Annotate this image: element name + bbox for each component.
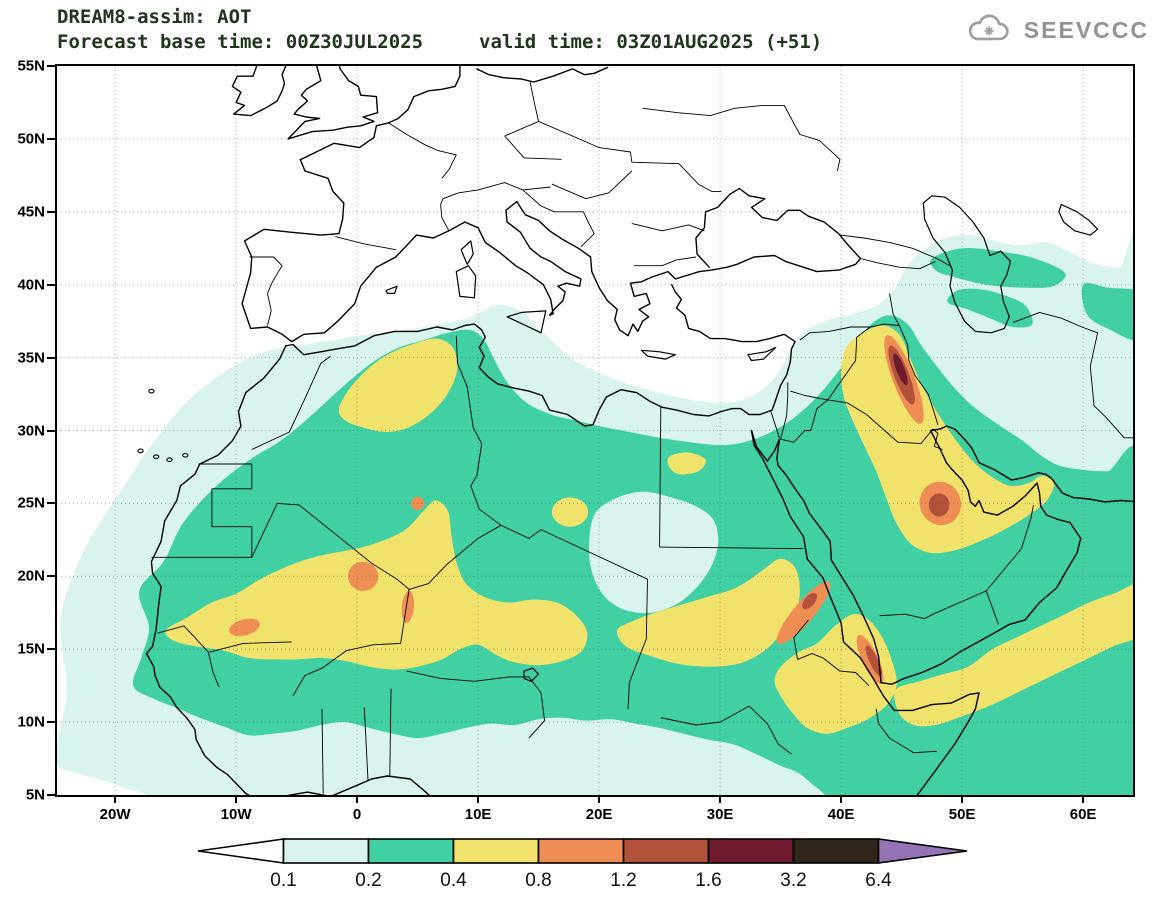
colorbar-label: 0.2 — [355, 870, 381, 891]
y-tick — [47, 721, 55, 724]
colorbar-left-arrow — [197, 838, 285, 864]
y-tick-label: 25N — [17, 494, 45, 512]
y-tick-label: 40N — [17, 276, 45, 294]
y-tick — [47, 429, 55, 432]
colorbar-label: 1.6 — [695, 870, 721, 891]
y-tick — [47, 210, 55, 213]
y-tick-label: 35N — [17, 349, 45, 367]
colorbar-segment — [367, 838, 455, 864]
y-tick-label: 55N — [17, 57, 45, 75]
y-tick-label: 10N — [17, 713, 45, 731]
x-tick-label: 60E — [1069, 806, 1097, 823]
y-tick — [47, 648, 55, 651]
y-tick-label: 20N — [17, 567, 45, 585]
colorbar-label: 6.4 — [865, 870, 892, 891]
x-tick — [235, 795, 238, 803]
colorbar-segment — [452, 838, 540, 864]
seevccc-logo: SEEVCCC — [963, 12, 1149, 48]
x-tick-label: 40E — [827, 806, 855, 823]
valid-time: valid time: 03Z01AUG2025 (+51) — [479, 31, 823, 53]
colorbar-label: 3.2 — [780, 870, 806, 891]
x-tick — [840, 795, 843, 803]
x-tick — [719, 795, 722, 803]
forecast-times: Forecast base time: 00Z30JUL2025 valid ti… — [57, 31, 822, 53]
forecast-map-svg — [57, 66, 1133, 795]
y-tick — [47, 283, 55, 286]
colorbar-right-arrow — [877, 838, 968, 864]
x-tick-label: 30E — [706, 806, 734, 823]
y-tick-label: 45N — [17, 203, 45, 221]
colorbar-segment — [282, 838, 370, 864]
colorbar-segment — [707, 838, 795, 864]
logo-text: SEEVCCC — [1023, 16, 1149, 43]
colorbar-label: 0.1 — [270, 870, 296, 891]
x-tick — [477, 795, 480, 803]
y-tick-label: 15N — [17, 640, 45, 658]
y-tick — [47, 794, 55, 796]
borders — [151, 81, 1133, 794]
x-tick-label: 20W — [99, 806, 131, 823]
cloud-icon — [968, 14, 1009, 41]
colorbar-label: 0.4 — [440, 870, 467, 891]
x-tick-label: 0 — [352, 806, 362, 823]
colorbar-label: 0.8 — [525, 870, 551, 891]
x-tick — [1082, 795, 1085, 803]
colorbar-legend: 0.1 0.2 0.4 0.8 1.2 1.6 3.2 6.4 — [196, 836, 969, 899]
colorbar-label: 1.2 — [610, 870, 636, 891]
x-tick — [961, 795, 964, 803]
contour-fills — [57, 231, 1133, 795]
y-tick — [47, 502, 55, 505]
x-tick — [598, 795, 601, 803]
x-tick-label: 50E — [948, 806, 976, 823]
colorbar-segment — [537, 838, 625, 864]
map-area — [55, 64, 1135, 797]
x-tick-label: 20E — [585, 806, 613, 823]
y-tick-label: 5N — [25, 786, 45, 804]
forecast-base-time: Forecast base time: 00Z30JUL2025 — [57, 31, 424, 53]
y-tick — [47, 575, 55, 578]
page-title: DREAM8-assim: AOT — [57, 6, 252, 28]
y-tick-label: 50N — [17, 130, 45, 148]
y-tick — [47, 137, 55, 140]
coastlines — [137, 66, 1133, 795]
colorbar-segment — [622, 838, 710, 864]
y-tick — [47, 65, 55, 67]
x-tick — [114, 795, 117, 803]
y-tick — [47, 356, 55, 359]
x-tick-label: 10W — [220, 806, 252, 823]
graticule — [57, 66, 1133, 795]
colorbar-svg: 0.1 0.2 0.4 0.8 1.2 1.6 3.2 6.4 — [197, 838, 968, 891]
colorbar-segment — [792, 838, 880, 864]
y-tick-label: 30N — [17, 422, 45, 439]
x-tick — [356, 795, 359, 803]
x-tick-label: 10E — [464, 806, 492, 823]
